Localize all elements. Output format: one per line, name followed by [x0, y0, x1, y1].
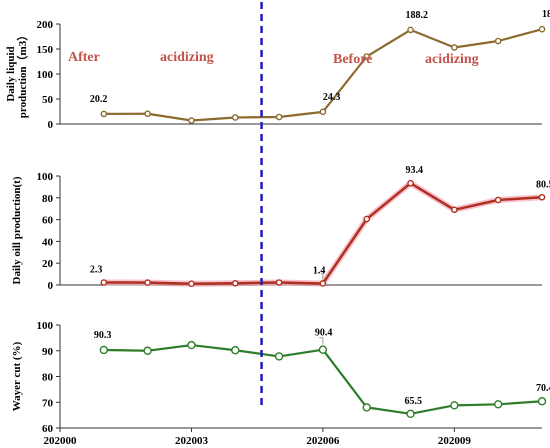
data-point — [451, 44, 458, 51]
data-point — [275, 113, 283, 121]
region-label: Before — [333, 52, 372, 67]
data-point — [406, 409, 415, 419]
data-label: 24.3 — [323, 92, 341, 103]
data-label: 70.4 — [536, 383, 550, 394]
data-point — [187, 340, 196, 350]
y-tick-label: 40 — [42, 236, 54, 248]
y-tick-label: 60 — [42, 423, 54, 435]
data-point — [494, 37, 502, 45]
data-label: 189.6 — [542, 9, 550, 20]
data-point — [450, 401, 459, 410]
data-label: 80.5 — [536, 179, 550, 190]
x-tick-label: 202000 — [44, 435, 78, 447]
data-point — [144, 279, 151, 286]
y-tick-label: 50 — [42, 94, 54, 106]
data-point — [407, 26, 414, 34]
y-tick-label: 150 — [37, 44, 54, 56]
y-tick-label: 0 — [48, 280, 54, 292]
data-point — [537, 397, 547, 406]
data-point — [100, 110, 108, 118]
data-point — [231, 279, 239, 287]
x-tick-label: 202006 — [306, 435, 340, 447]
x-tick-label: 202009 — [438, 435, 472, 447]
data-point — [363, 215, 371, 223]
region-label: acidizing — [160, 50, 214, 65]
y-tick-label: 70 — [42, 397, 54, 409]
data-point — [407, 179, 414, 187]
data-point — [99, 345, 109, 355]
data-label: 188.2 — [406, 10, 429, 21]
y-tick-label: 100 — [37, 171, 54, 183]
region-label: acidizing — [425, 52, 479, 67]
series-line — [103, 28, 543, 122]
data-point — [363, 53, 371, 60]
data-point — [143, 346, 152, 355]
label-leader — [318, 337, 324, 345]
data-label: 93.4 — [406, 165, 424, 176]
data-point — [275, 279, 283, 286]
data-point — [188, 280, 195, 287]
data-point — [100, 279, 108, 286]
y-tick-label: 90 — [42, 346, 54, 358]
y-axis-label: Daily liquidproduction（m3） — [5, 30, 29, 118]
data-point — [319, 280, 327, 287]
label-leader — [320, 273, 324, 280]
data-point — [362, 403, 371, 412]
data-label: 90.3 — [94, 330, 112, 341]
data-point — [274, 352, 284, 361]
series-line — [103, 343, 543, 415]
data-label: 2.3 — [90, 264, 103, 275]
y-tick-label: 60 — [42, 215, 54, 227]
y-axis-label: Daily oill production(t) — [11, 176, 23, 284]
x-tick-label: 202003 — [175, 435, 209, 447]
data-point — [231, 114, 239, 121]
data-label: 20.2 — [90, 94, 108, 105]
data-point — [231, 346, 240, 355]
y-tick-label: 200 — [37, 19, 54, 31]
y-axis-label: Wayer cut (%) — [11, 341, 23, 411]
y-tick-label: 80 — [42, 372, 54, 384]
y-tick-label: 0 — [48, 119, 54, 131]
data-point — [188, 117, 195, 124]
y-tick-label: 20 — [42, 258, 54, 270]
data-point — [538, 193, 546, 201]
y-tick-label: 80 — [42, 193, 54, 205]
y-tick-label: 100 — [37, 320, 54, 332]
data-label: 65.5 — [405, 396, 423, 407]
data-label: 1.4 — [313, 265, 326, 276]
data-point — [319, 108, 327, 116]
data-point — [144, 110, 151, 118]
region-label: After — [68, 50, 100, 65]
data-label: 90.4 — [315, 328, 333, 339]
data-point — [538, 25, 546, 33]
data-point — [318, 345, 328, 354]
data-point — [494, 196, 502, 204]
data-point — [451, 206, 458, 214]
data-point — [493, 400, 503, 409]
y-tick-label: 100 — [37, 69, 54, 81]
